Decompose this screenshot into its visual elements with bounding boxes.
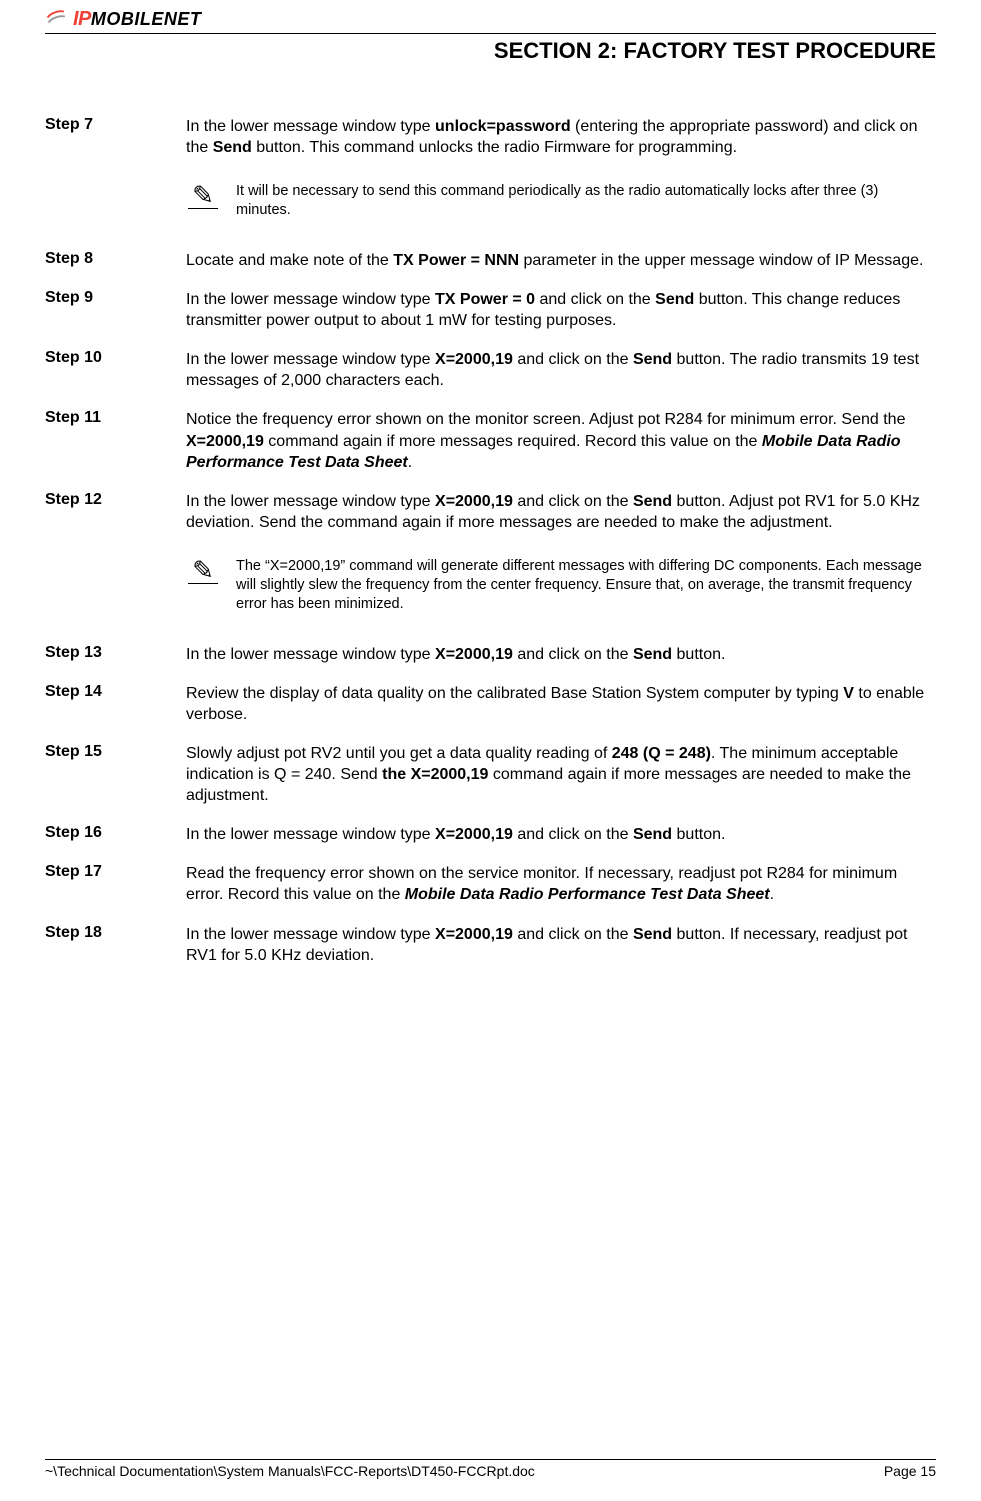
step-label: Step 11 [45,409,186,472]
logo-swoosh-icon [45,9,71,31]
note-2: ✎ The “X=2000,19” command will generate … [186,557,936,614]
step-label: Step 9 [45,289,186,331]
step-body: In the lower message window type X=2000,… [186,491,936,533]
footer-rule [45,1459,936,1460]
footer-path: ~\Technical Documentation\System Manuals… [45,1463,535,1479]
step-body: In the lower message window type X=2000,… [186,924,936,966]
section-title: SECTION 2: FACTORY TEST PROCEDURE [45,38,936,64]
pencil-icon: ✎ [186,557,220,584]
step-16: Step 16 In the lower message window type… [45,824,936,845]
step-17: Step 17 Read the frequency error shown o… [45,863,936,905]
pencil-icon: ✎ [186,182,220,209]
step-body: Read the frequency error shown on the se… [186,863,936,905]
step-body: In the lower message window type X=2000,… [186,349,936,391]
footer-page: Page 15 [884,1463,936,1479]
step-label: Step 18 [45,924,186,966]
step-9: Step 9 In the lower message window type … [45,289,936,331]
page-footer: ~\Technical Documentation\System Manuals… [45,1459,936,1479]
step-label: Step 10 [45,349,186,391]
step-label: Step 17 [45,863,186,905]
step-label: Step 15 [45,743,186,806]
step-14: Step 14 Review the display of data quali… [45,683,936,725]
step-body: In the lower message window type X=2000,… [186,824,936,845]
step-11: Step 11 Notice the frequency error shown… [45,409,936,472]
step-body: In the lower message window type X=2000,… [186,644,936,665]
step-13: Step 13 In the lower message window type… [45,644,936,665]
step-body: Review the display of data quality on th… [186,683,936,725]
page-header: IPMOBILENET SECTION 2: FACTORY TEST PROC… [45,8,936,64]
step-label: Step 7 [45,116,186,158]
step-15: Step 15 Slowly adjust pot RV2 until you … [45,743,936,806]
step-body: Notice the frequency error shown on the … [186,409,936,472]
note-1: ✎ It will be necessary to send this comm… [186,182,936,220]
step-body: Locate and make note of the TX Power = N… [186,250,936,271]
step-7: Step 7 In the lower message window type … [45,116,936,158]
step-10: Step 10 In the lower message window type… [45,349,936,391]
step-label: Step 13 [45,644,186,665]
step-label: Step 12 [45,491,186,533]
step-label: Step 8 [45,250,186,271]
step-body: In the lower message window type TX Powe… [186,289,936,331]
step-body: In the lower message window type unlock=… [186,116,936,158]
step-18: Step 18 In the lower message window type… [45,924,936,966]
step-12: Step 12 In the lower message window type… [45,491,936,533]
step-8: Step 8 Locate and make note of the TX Po… [45,250,936,271]
note-text: The “X=2000,19” command will generate di… [236,557,936,614]
header-rule [45,33,936,34]
step-label: Step 16 [45,824,186,845]
step-body: Slowly adjust pot RV2 until you get a da… [186,743,936,806]
logo: IPMOBILENET [45,8,936,31]
note-text: It will be necessary to send this comman… [236,182,936,220]
step-label: Step 14 [45,683,186,725]
logo-text: IPMOBILENET [73,8,201,31]
